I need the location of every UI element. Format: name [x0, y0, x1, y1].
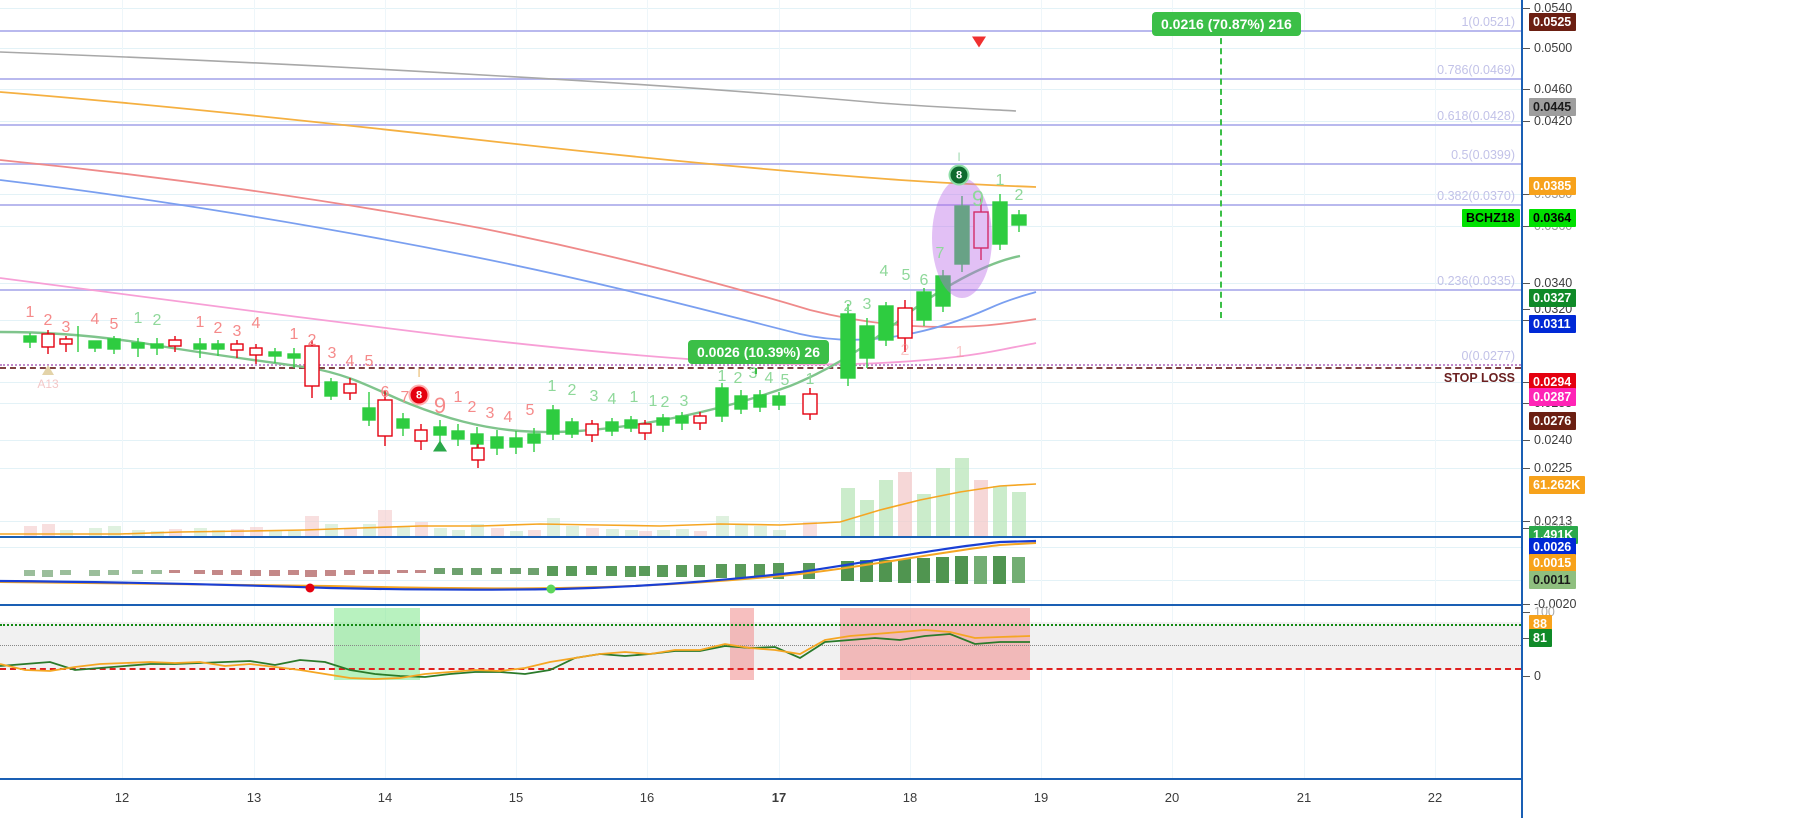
chart-plot-area[interactable]: 1(0.0521) 0.786(0.0469) 0.618(0.0428) 0.… [0, 0, 1521, 818]
sell-signal-triangle-icon [972, 36, 986, 48]
marker-label-a13: A13 [37, 377, 59, 391]
price-badge-0525[interactable]: 0.0525 [1529, 13, 1577, 31]
stop-loss-dashed-line [0, 367, 1521, 369]
rsi-oversold-line [0, 668, 1521, 670]
target-stem [1220, 28, 1222, 318]
price-badge-0327[interactable]: 0.0327 [1529, 289, 1577, 307]
fib-label: 0.5(0.0399) [1451, 148, 1515, 162]
price-badge-0276[interactable]: 0.0276 [1529, 412, 1577, 430]
rsi-badge-88[interactable]: 88 [1529, 615, 1552, 633]
time-label: 21 [1296, 790, 1312, 805]
marker-label-orange-i: I [417, 366, 421, 380]
rsi-midline [0, 645, 1521, 646]
stop-loss-dotted-line [0, 364, 1521, 366]
time-label: 13 [246, 790, 262, 805]
price-tick: -0.0020 [1523, 597, 1576, 611]
volume-panel-separator [0, 536, 1521, 538]
price-axis-line [1521, 0, 1523, 818]
price-tick: 0.0420 [1523, 114, 1572, 128]
price-badge-last[interactable]: 0.0364 [1529, 209, 1577, 227]
entry-annotation[interactable]: 0.0026 (10.39%) 26 [688, 340, 829, 364]
fib-label: 0(0.0277) [1461, 349, 1515, 363]
price-tick: 0.0460 [1523, 82, 1572, 96]
fib-label: 0.236(0.0335) [1437, 274, 1515, 288]
rsi-overbought-line [0, 624, 1521, 626]
rsi-badge-81[interactable]: 81 [1529, 629, 1552, 647]
price-badge-0287[interactable]: 0.0287 [1529, 388, 1577, 406]
fib-label: 0.382(0.0370) [1437, 189, 1515, 203]
price-badge-0294[interactable]: 0.0294 [1529, 373, 1577, 391]
time-label: 18 [902, 790, 918, 805]
buy-signal-triangle-icon [433, 440, 447, 452]
time-label: 20 [1164, 790, 1180, 805]
volume-panel [0, 458, 1037, 536]
price-tick: 0.0340 [1523, 276, 1572, 290]
rsi-series [0, 629, 1031, 680]
price-badge-0311[interactable]: 0.0311 [1529, 315, 1576, 333]
price-tick: 0.0225 [1523, 461, 1572, 475]
ellipse-highlight[interactable] [932, 178, 992, 298]
macd-badge-0026[interactable]: 0.0026 [1529, 538, 1577, 556]
macd-badge-0015[interactable]: 0.0015 [1529, 554, 1577, 572]
time-label: 19 [1033, 790, 1049, 805]
price-badge-0445[interactable]: 0.0445 [1529, 98, 1577, 116]
price-axis[interactable]: 0.0540 0.0500 0.0460 0.0420 0.0380 0.036… [1523, 0, 1814, 818]
time-label: 15 [508, 790, 524, 805]
td-countdown-8-green[interactable]: 8 [950, 166, 968, 184]
macd-panel-separator [0, 604, 1521, 606]
time-axis[interactable]: 12 13 14 15 16 17 18 19 20 21 22 [0, 780, 1521, 818]
fib-label: 1(0.0521) [1461, 15, 1515, 29]
price-tick: 0.0240 [1523, 433, 1572, 447]
volume-badge-peak[interactable]: 61.262K [1529, 476, 1586, 494]
price-tick: 0.0540 [1523, 1, 1572, 15]
time-label: 22 [1427, 790, 1443, 805]
stop-loss-label: STOP LOSS [1443, 371, 1515, 385]
td-countdown-8-red[interactable]: 8 [410, 386, 428, 404]
price-tick: 0 [1523, 669, 1541, 683]
time-axis-line [0, 778, 1521, 780]
macd-panel [0, 539, 1037, 594]
symbol-ticker-tag[interactable]: BCHZ18 [1462, 209, 1520, 227]
alert-triangle-icon [42, 365, 54, 375]
price-badge-0385[interactable]: 0.0385 [1529, 177, 1577, 195]
time-label: 14 [377, 790, 393, 805]
time-label: 17 [771, 790, 787, 805]
price-tick: 0.0213 [1523, 514, 1572, 528]
macd-badge-0011[interactable]: 0.0011 [1529, 571, 1576, 589]
time-label: 12 [114, 790, 130, 805]
marker-label-green-i: I [957, 150, 961, 164]
entry-stem [755, 358, 757, 374]
fib-label: 0.618(0.0428) [1437, 109, 1515, 123]
fib-label: 0.786(0.0469) [1437, 63, 1515, 77]
target-annotation[interactable]: 0.0216 (70.87%) 216 [1152, 12, 1301, 36]
candlestick-series[interactable] [0, 0, 1521, 780]
price-tick: 0.0500 [1523, 41, 1572, 55]
time-label: 16 [639, 790, 655, 805]
